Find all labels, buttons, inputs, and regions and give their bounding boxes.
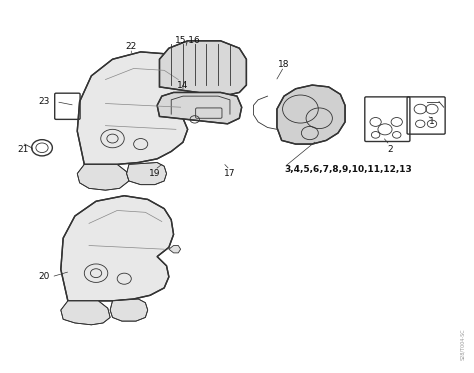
Polygon shape xyxy=(169,245,181,253)
Text: S28/T004-SC: S28/T004-SC xyxy=(460,328,465,360)
Text: 22: 22 xyxy=(126,42,137,51)
Polygon shape xyxy=(185,98,197,105)
Text: 2: 2 xyxy=(387,145,392,154)
Text: 20: 20 xyxy=(39,272,50,281)
Text: 23: 23 xyxy=(39,97,50,106)
Text: 17: 17 xyxy=(224,169,236,178)
Polygon shape xyxy=(110,299,148,321)
Text: 15,16: 15,16 xyxy=(175,36,201,45)
Text: 18: 18 xyxy=(278,60,290,69)
Polygon shape xyxy=(61,196,173,301)
Polygon shape xyxy=(159,41,246,96)
Text: 1: 1 xyxy=(429,117,435,126)
Polygon shape xyxy=(77,164,129,190)
Text: 21: 21 xyxy=(18,145,29,154)
Polygon shape xyxy=(61,301,110,325)
Polygon shape xyxy=(277,85,345,144)
Text: 19: 19 xyxy=(149,169,161,178)
Polygon shape xyxy=(127,163,166,185)
Text: 3,4,5,6,7,8,9,10,11,12,13: 3,4,5,6,7,8,9,10,11,12,13 xyxy=(284,165,412,175)
Text: 14: 14 xyxy=(177,81,189,90)
Polygon shape xyxy=(77,52,190,164)
Polygon shape xyxy=(157,93,242,124)
